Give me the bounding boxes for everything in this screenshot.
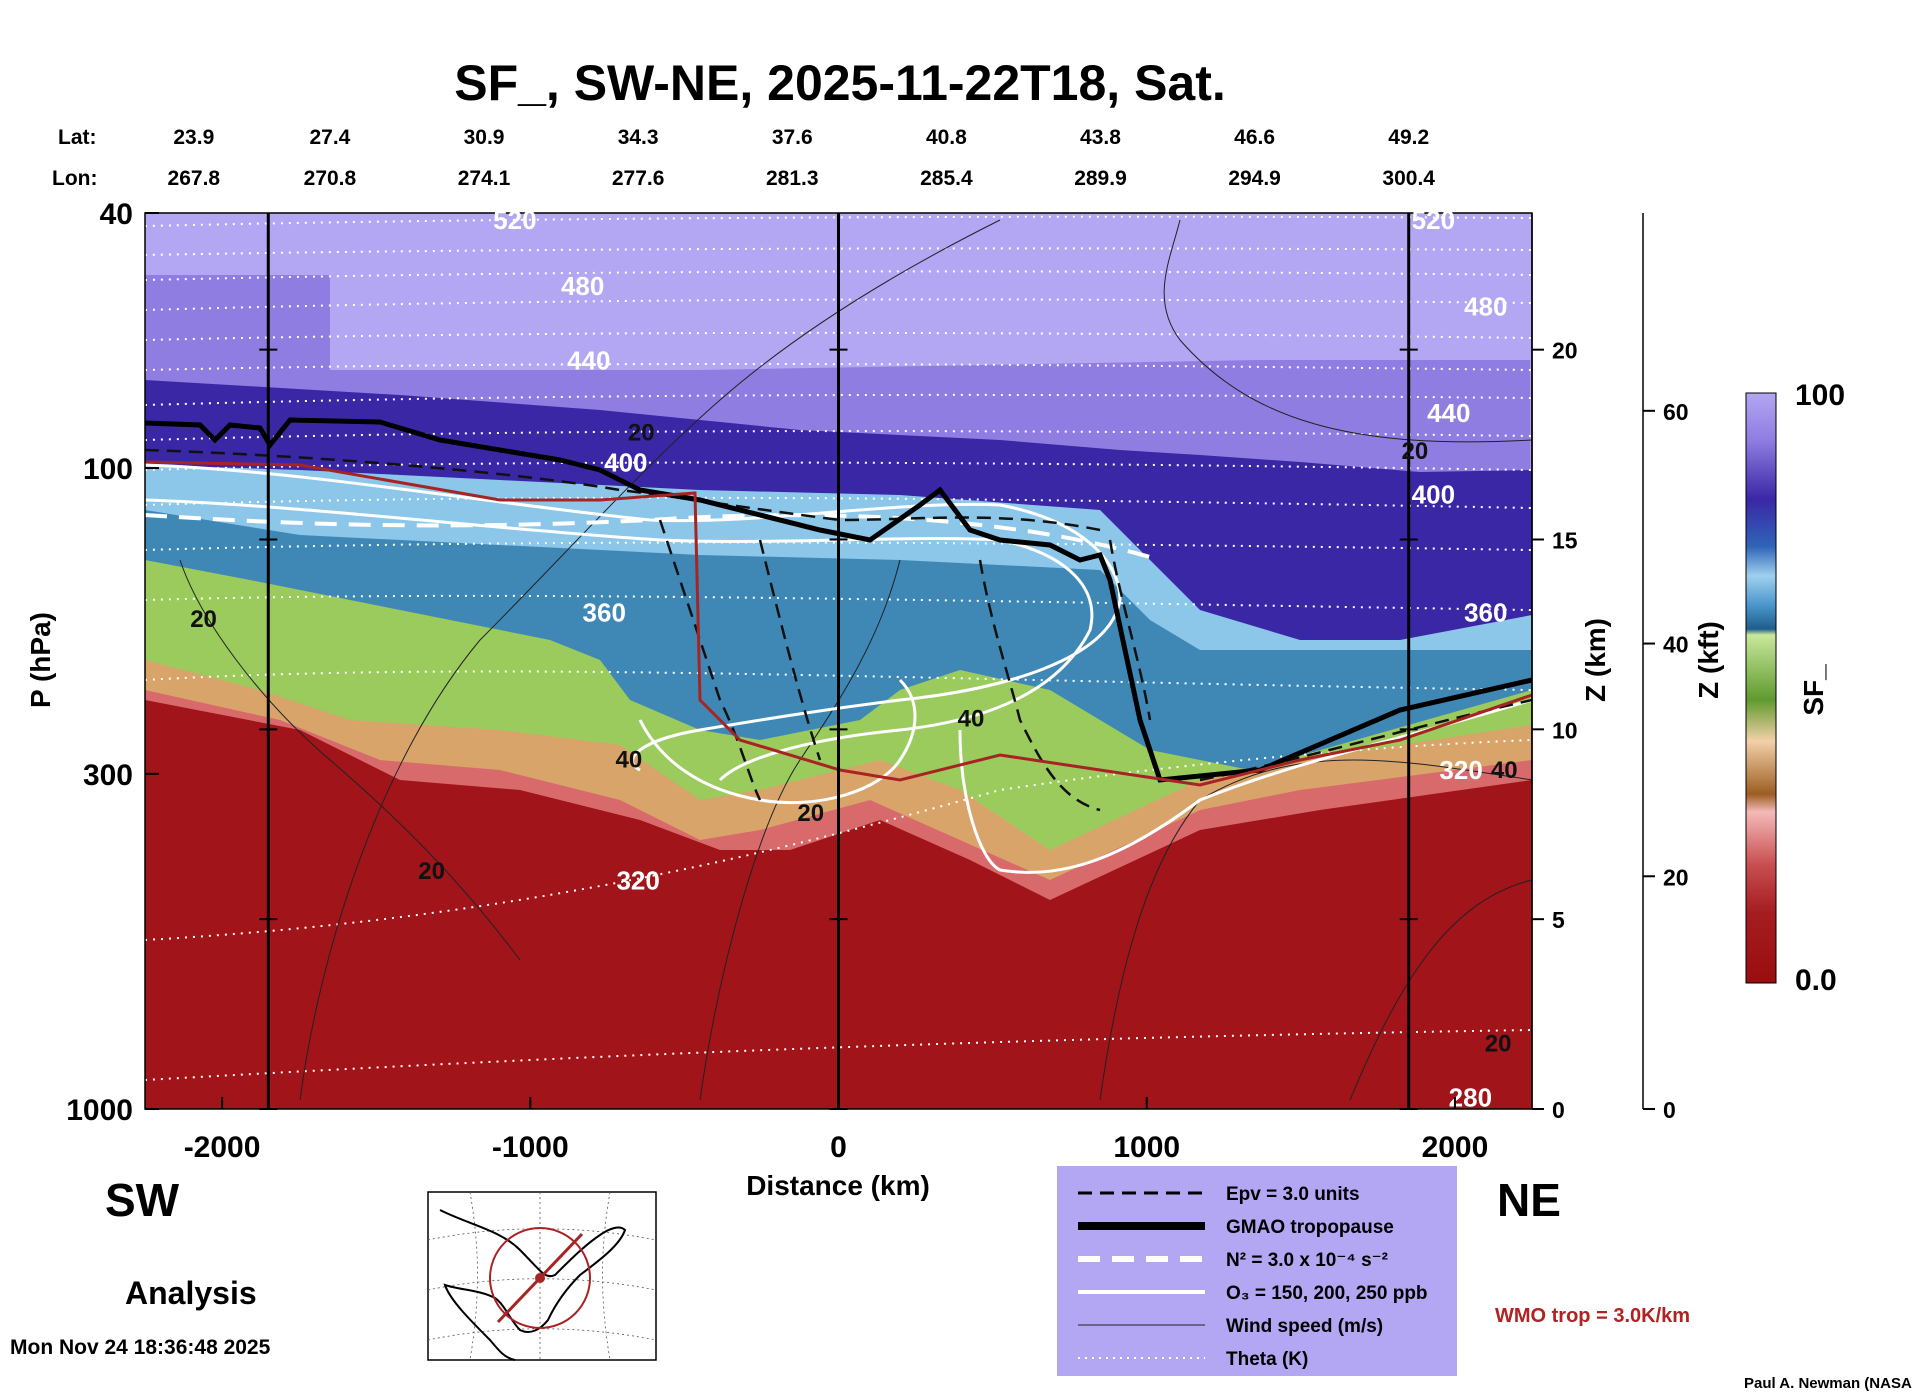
- lat-value-3: 34.3: [618, 126, 659, 149]
- wmo-label: WMO trop = 3.0K/km: [1495, 1305, 1690, 1327]
- wind-label-2: 40: [616, 747, 643, 774]
- p-tick-label-3: 1000: [66, 1094, 133, 1127]
- colorbar-label: SF_: [1798, 664, 1829, 716]
- theta-label-4: 360: [583, 597, 626, 627]
- inset-coastline: [439, 1209, 627, 1361]
- legend: Epv = 3.0 units GMAO tropopause N² = 3.0 x…: [1078, 1184, 1428, 1370]
- theta-label-6: 520: [1412, 205, 1455, 235]
- lon-value-8: 300.4: [1382, 167, 1435, 190]
- p-tick-label-0: 40: [100, 198, 133, 231]
- lat-values: 23.9 27.4 30.9 34.3 37.6 40.8 43.8 46.6 49.2: [173, 126, 1429, 149]
- z-km-tick-label-1: 5: [1552, 907, 1565, 933]
- z-km-tick-label-4: 20: [1552, 338, 1578, 364]
- z-kft-tick-label-1: 20: [1663, 864, 1689, 890]
- z-km-label: Z (km): [1580, 618, 1611, 702]
- lon-value-5: 285.4: [920, 167, 973, 190]
- z-km-tick-label-0: 0: [1552, 1097, 1565, 1123]
- lat-value-2: 30.9: [464, 126, 505, 149]
- wind-label-8: 20: [1485, 1030, 1512, 1057]
- z-kft-label: Z (kft): [1693, 621, 1724, 699]
- wind-label-6: 20: [1402, 438, 1429, 465]
- p-tick-label-2: 300: [83, 759, 133, 792]
- theta-label-7: 480: [1464, 292, 1507, 322]
- legend-label-5: Theta (K): [1226, 1349, 1308, 1370]
- x-tick-label-2: 0: [830, 1131, 847, 1164]
- x-tick-label-1: -1000: [492, 1131, 569, 1164]
- chart-title: SF_, SW-NE, 2025-11-22T18, Sat.: [454, 55, 1226, 111]
- theta-contours: [145, 215, 1532, 1081]
- lat-value-0: 23.9: [173, 126, 214, 149]
- lat-value-7: 46.6: [1234, 126, 1275, 149]
- vertical-lines: [259, 213, 1418, 1110]
- lat-value-4: 37.6: [772, 126, 813, 149]
- lat-lon-header: Lat: Lon:: [52, 126, 97, 190]
- lat-value-6: 43.8: [1080, 126, 1121, 149]
- lat-value-8: 49.2: [1388, 126, 1429, 149]
- z-kft-tick-label-2: 40: [1663, 632, 1689, 658]
- lon-value-1: 270.8: [304, 167, 357, 190]
- z-km-tick-label-3: 15: [1552, 528, 1578, 554]
- theta-label-2: 440: [567, 346, 610, 376]
- lon-value-3: 277.6: [612, 167, 665, 190]
- wind-labels: 20 20 40 20 20 40 20 40 20: [190, 419, 1517, 1057]
- timestamp: Mon Nov 24 18:36:48 2025: [10, 1336, 271, 1359]
- analysis-label: Analysis: [125, 1275, 257, 1311]
- lon-value-0: 267.8: [168, 167, 221, 190]
- theta-label-5: 320: [616, 865, 659, 895]
- x-axis-label: Distance (km): [746, 1170, 930, 1201]
- z-km-tick-label-2: 10: [1552, 717, 1578, 743]
- lon-values: 267.8 270.8 274.1 277.6 281.3 285.4 289.9 294.9…: [168, 167, 1436, 190]
- theta-label-10: 360: [1464, 597, 1507, 627]
- colorbar-max-label: 100: [1795, 379, 1845, 412]
- x-tick-label-3: 1000: [1113, 1131, 1180, 1164]
- lat-value-1: 27.4: [309, 126, 350, 149]
- colorbar-min-label: 0.0: [1795, 964, 1837, 997]
- z-kft-axis: 0 20 40 60: [1642, 213, 1689, 1123]
- wind-label-5: 40: [958, 706, 985, 733]
- legend-label-2: N² = 3.0 x 10⁻⁴ s⁻²: [1226, 1250, 1388, 1271]
- credit: Paul A. Newman (NASA: [1744, 1375, 1912, 1392]
- wind-label-1: 20: [190, 606, 217, 633]
- legend-label-1: GMAO tropopause: [1226, 1217, 1394, 1238]
- wind-label-3: 20: [418, 858, 445, 885]
- legend-label-0: Epv = 3.0 units: [1226, 1184, 1360, 1205]
- theta-label-8: 440: [1427, 398, 1470, 428]
- colorbar: [1745, 392, 1777, 984]
- lon-row-label: Lon:: [52, 167, 97, 190]
- wind-label-4: 20: [797, 800, 824, 827]
- legend-label-3: O₃ = 150, 200, 250 ppb: [1226, 1283, 1428, 1304]
- lon-value-4: 281.3: [766, 167, 819, 190]
- x-tick-label-0: -2000: [184, 1131, 261, 1164]
- theta-label-11: 320: [1439, 755, 1482, 785]
- theta-label-3: 400: [604, 447, 647, 477]
- inset-map: [427, 1191, 657, 1361]
- z-kft-tick-label-0: 0: [1663, 1097, 1676, 1123]
- lat-value-5: 40.8: [926, 126, 967, 149]
- z-kft-tick-label-3: 60: [1663, 399, 1689, 425]
- wind-label-7: 40: [1491, 757, 1518, 784]
- lon-value-2: 274.1: [458, 167, 511, 190]
- lon-value-7: 294.9: [1228, 167, 1281, 190]
- theta-label-1: 480: [561, 271, 604, 301]
- theta-label-0: 520: [493, 205, 536, 235]
- wind-label-0: 20: [628, 419, 655, 446]
- x-tick-label-4: 2000: [1422, 1131, 1489, 1164]
- theta-label-9: 400: [1412, 480, 1455, 510]
- legend-box: [1057, 1166, 1457, 1376]
- y-axis-label: P (hPa): [25, 612, 56, 708]
- lat-row-label: Lat:: [58, 126, 97, 149]
- x-axis: -2000 -1000 0 1000 2000: [184, 1097, 1489, 1164]
- gmao-tropopause: [145, 417, 1532, 783]
- p-tick-label-1: 100: [83, 453, 133, 486]
- legend-label-4: Wind speed (m/s): [1226, 1316, 1383, 1337]
- n2-contour: [145, 513, 1161, 562]
- z-km-axis: 0 5 10 15 20: [1531, 213, 1578, 1123]
- pressure-axis: 40 100 300 1000: [66, 198, 159, 1127]
- lon-value-6: 289.9: [1074, 167, 1127, 190]
- sw-label: SW: [105, 1174, 180, 1226]
- ne-label: NE: [1497, 1174, 1561, 1226]
